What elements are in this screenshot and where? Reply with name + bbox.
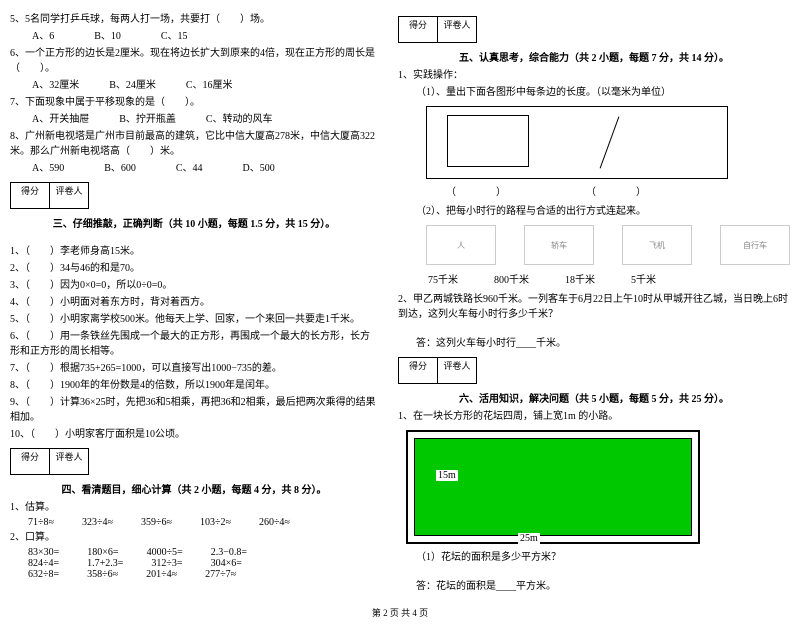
rectangle-shape (447, 115, 529, 167)
score-label: 得分 (398, 16, 438, 43)
o1: 83×30= (28, 547, 59, 558)
j10: 10、（ ）小明家客厅面积是10公顷。 (10, 427, 378, 442)
o4: 2.3−0.8= (211, 547, 247, 558)
o6: 1.7+2.3= (87, 558, 123, 569)
score-label: 得分 (398, 357, 438, 384)
j5: 5、（ ）小明家离学校500米。他每天上学、回家，一个来回一共要走1千米。 (10, 312, 378, 327)
e1: 71÷8≈ (28, 517, 54, 528)
o8: 304×6= (211, 558, 242, 569)
dim-height: 15m (436, 470, 458, 481)
j8: 8、（ ）1900年的年份数是4的倍数，所以1900年是闰年。 (10, 378, 378, 393)
grader-label: 评卷人 (50, 448, 89, 475)
g1q: （1）花坛的面积是多少平方米？ (398, 550, 790, 565)
score-label: 得分 (10, 448, 50, 475)
j6: 6、（ ）用一条铁丝先围成一个最大的正方形，再围成一个最大的长方形，长方形和正方… (10, 329, 378, 359)
flowerbed-diagram: 15m 25m (406, 430, 700, 544)
vehicle-row: 人 轿车 飞机 自行车 (398, 225, 790, 265)
car-icon: 轿车 (524, 225, 594, 265)
q6-opts: A、32厘米 B、24厘米 C、16厘米 (10, 78, 378, 93)
measure-container (426, 106, 728, 179)
score-box-6: 得分 评卷人 (398, 357, 790, 384)
q7-opts: A、开关抽屉 B、拧开瓶盖 C、转动的风车 (10, 112, 378, 127)
j2: 2、（ ）34与46的和是70。 (10, 261, 378, 276)
d4: 5千米 (631, 271, 656, 286)
j3: 3、（ ）因为0×0=0，所以0÷0=0。 (10, 278, 378, 293)
p1a: （1）、量出下面各图形中每条边的长度。（以毫米为单位） (398, 85, 790, 100)
q5: 5、5名同学打乒乓球，每两人打一场，共要打（ ）场。 (10, 12, 378, 27)
person-icon: 人 (426, 225, 496, 265)
oral-title: 2、口算。 (10, 530, 378, 545)
j1: 1、（ ）李老师身高15米。 (10, 244, 378, 259)
score-box-4: 得分 评卷人 (10, 448, 378, 475)
paren-2: （ ） (586, 183, 646, 198)
q6: 6、一个正方形的边长是2厘米。现在将边长扩大到原来的4倍，现在正方形的周长是（ … (10, 46, 378, 76)
o7: 312÷3= (151, 558, 182, 569)
p2: 2、甲乙两城铁路长960千米。一列客车于6月22日上午10时从甲城开往乙城，当日… (398, 292, 790, 322)
paren-1: （ ） (446, 183, 506, 198)
o12: 277÷7≈ (205, 569, 236, 580)
estimate-title: 1、估算。 (10, 500, 378, 515)
score-box-5: 得分 评卷人 (398, 16, 790, 43)
e3: 359÷6≈ (141, 517, 172, 528)
j4: 4、（ ）小明面对着东方时，背对着西方。 (10, 295, 378, 310)
line-shape (600, 116, 620, 168)
q7: 7、下面现象中属于平移现象的是（ ）。 (10, 95, 378, 110)
section-5-title: 五、认真思考，综合能力（共 2 小题，每题 7 分，共 14 分）。 (398, 49, 790, 64)
g1a: 答：花坛的面积是____平方米。 (398, 579, 790, 594)
d2: 800千米 (494, 271, 529, 286)
dim-width: 25m (518, 533, 540, 544)
grader-label: 评卷人 (50, 182, 89, 209)
o10: 358÷6≈ (87, 569, 118, 580)
section-4-title: 四、看清题目，细心计算（共 2 小题，每题 4 分，共 8 分）。 (10, 481, 378, 496)
j9: 9、（ ）计算36×25时，先把36和5相乘，再把36和2相乘，最后把两次乘得的… (10, 395, 378, 425)
score-box-3: 得分 评卷人 (10, 182, 378, 209)
d3: 18千米 (565, 271, 595, 286)
section-3-title: 三、仔细推敲，正确判断（共 10 小题，每题 1.5 分，共 15 分）。 (10, 215, 378, 230)
e2: 323÷4≈ (82, 517, 113, 528)
q5-opts: A、6 B、10 C、15 (10, 29, 378, 44)
grader-label: 评卷人 (438, 357, 477, 384)
j7: 7、（ ）根据735+265=1000，可以直接写出1000−735的差。 (10, 361, 378, 376)
e4: 103÷2≈ (200, 517, 231, 528)
ans2: 答：这列火车每小时行____千米。 (398, 336, 790, 351)
score-label: 得分 (10, 182, 50, 209)
o5: 824÷4= (28, 558, 59, 569)
grader-label: 评卷人 (438, 16, 477, 43)
plane-icon: 飞机 (622, 225, 692, 265)
p1b: （2）、把每小时行的路程与合适的出行方式连起来。 (398, 204, 790, 219)
section-6-title: 六、活用知识，解决问题（共 5 小题，每题 5 分，共 25 分）。 (398, 390, 790, 405)
q8-opts: A、590 B、600 C、44 D、500 (10, 161, 378, 176)
d1: 75千米 (428, 271, 458, 286)
p1: 1、实践操作： (398, 68, 790, 83)
g1: 1、在一块长方形的花坛四周，铺上宽1m 的小路。 (398, 409, 790, 424)
page-footer: 第 2 页 共 4 页 (10, 606, 790, 619)
o3: 4000÷5= (147, 547, 183, 558)
o2: 180×6= (87, 547, 118, 558)
q8: 8、广州新电视塔是广州市目前最高的建筑，它比中信大厦高278米，中信大厦高322… (10, 129, 378, 159)
o9: 632÷8= (28, 569, 59, 580)
bike-icon: 自行车 (720, 225, 790, 265)
e5: 260÷4≈ (259, 517, 290, 528)
flowerbed-inner (414, 438, 692, 536)
o11: 201÷4≈ (146, 569, 177, 580)
